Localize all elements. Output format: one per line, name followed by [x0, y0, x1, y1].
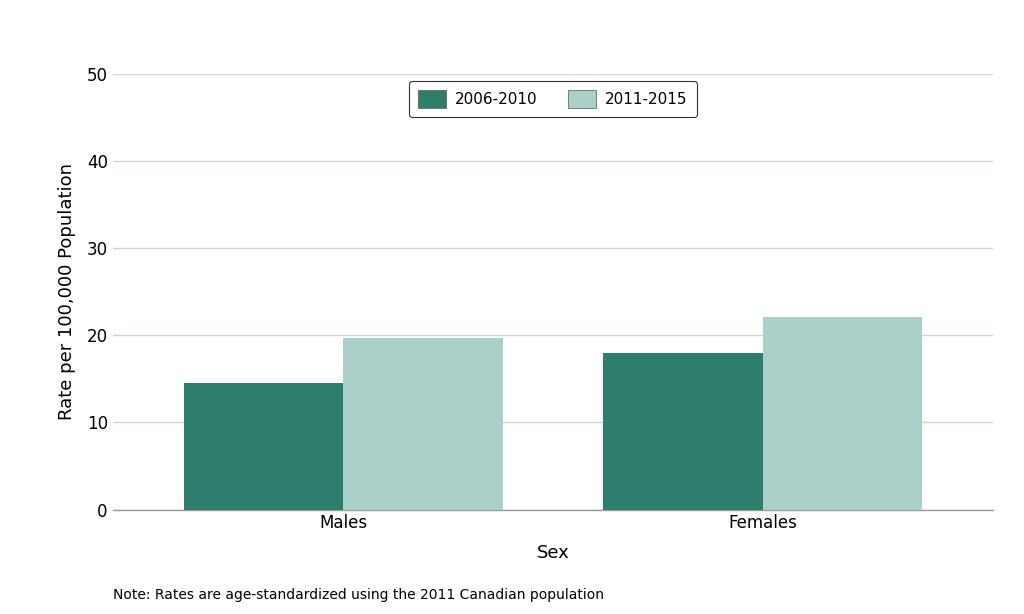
Bar: [343, 338, 503, 510]
Y-axis label: Rate per 100,000 Population: Rate per 100,000 Population: [57, 163, 76, 420]
X-axis label: Sex: Sex: [537, 543, 569, 562]
Bar: [763, 317, 922, 510]
Bar: [603, 352, 763, 510]
Legend: 2006-2010, 2011-2015: 2006-2010, 2011-2015: [410, 81, 696, 117]
Bar: [184, 383, 343, 510]
Text: Note: Rates are age-standardized using the 2011 Canadian population: Note: Rates are age-standardized using t…: [113, 588, 603, 602]
